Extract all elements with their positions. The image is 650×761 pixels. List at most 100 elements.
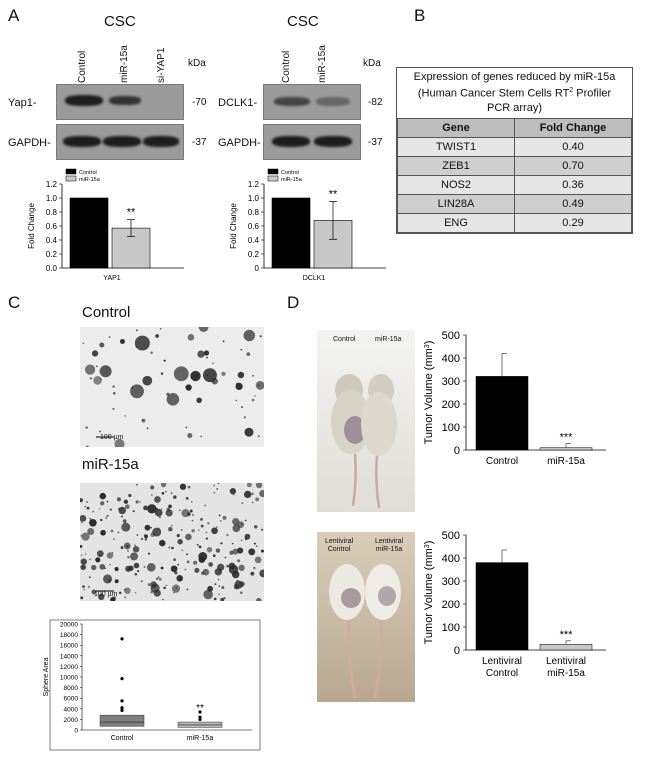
tumor-sphere (198, 545, 202, 549)
scale-bar-label: 100 µm (94, 591, 118, 598)
tumor-sphere (254, 395, 256, 397)
y-tick-label: 100 (442, 422, 460, 434)
fold-cell: 0.29 (514, 212, 632, 233)
tumor-sphere (255, 497, 260, 502)
bar-chart-tumor-volume: 0 100 200 300 400 500 Control *** miR-15a Tumor V… (423, 330, 606, 467)
tumor-sphere (257, 435, 260, 438)
tumor-sphere (93, 375, 102, 385)
bar-tumor (539, 447, 593, 451)
tumor-sphere (126, 545, 129, 548)
kda-marker: -37 (192, 137, 207, 148)
tumor-sphere (85, 426, 88, 429)
tumor-sphere (186, 588, 189, 591)
tumor-sphere (106, 500, 109, 503)
tumor-sphere (130, 384, 144, 399)
tumor-sphere (99, 563, 106, 570)
tumor-sphere (118, 591, 122, 595)
tumor-sphere (207, 522, 210, 525)
tumor-sphere (103, 574, 113, 584)
significance-label: *** (560, 629, 574, 641)
y-tick-label: 0.6 (248, 222, 260, 231)
tumor-sphere (158, 577, 162, 581)
caption-sup: 2 (569, 87, 574, 94)
tumor-sphere (108, 579, 112, 582)
tumor-sphere (98, 593, 105, 601)
tumor-sphere (243, 416, 246, 419)
superscript: 3 (424, 544, 431, 548)
tumor-sphere (248, 548, 256, 556)
tumor-sphere (86, 501, 88, 503)
tumor-sphere (229, 488, 237, 495)
tumor-sphere (218, 585, 221, 587)
tumor-sphere (213, 597, 217, 601)
photo-label-line: Lentiviral (325, 538, 354, 545)
blot-title-right: CSC (287, 13, 319, 30)
legend-label: miR-15a (79, 177, 101, 183)
y-tick-label: 200 (442, 399, 460, 411)
tumor-sphere (175, 587, 178, 589)
tumor-sphere (124, 415, 127, 417)
tumor-sphere (96, 365, 98, 368)
image-label-mir15a: miR-15a (82, 456, 139, 473)
tumor-sphere (255, 545, 258, 547)
tumor-sphere (162, 598, 164, 601)
chart-frame (49, 619, 261, 751)
tumor-sphere (80, 545, 83, 548)
tumor-sphere (117, 531, 120, 534)
tumor-sphere (241, 406, 243, 409)
tumor-sphere (200, 517, 203, 521)
tumor-sphere (213, 491, 216, 494)
y-tick-label: 0 (255, 264, 260, 273)
tumor-sphere (100, 501, 105, 506)
y-axis-label: Fold Change (229, 203, 238, 249)
tumor-sphere (99, 430, 102, 433)
photo-label-line: Lentiviral (375, 538, 404, 545)
y-axis-label: Tumor Volume (mm3) (423, 541, 435, 645)
tumor-sphere (179, 509, 181, 511)
tumor-sphere (156, 507, 158, 510)
tumor-sphere (244, 533, 251, 540)
tumor-sphere (141, 419, 144, 421)
tumor-sphere (185, 533, 192, 541)
tumor-sphere (100, 378, 102, 380)
lane-label: Control (77, 50, 88, 83)
tumor-sphere (173, 495, 177, 499)
scale-bar-label: 100 µm (100, 434, 124, 441)
table-caption: Expression of genes reduced by miR-15a (… (397, 68, 632, 118)
x-tick-label: Control (111, 735, 134, 742)
fold-cell: 0.70 (514, 155, 632, 176)
tumor-sphere (155, 577, 159, 580)
panel-letter-d: D (287, 293, 300, 312)
tumor-sphere (184, 568, 187, 571)
tumor-sphere (99, 342, 105, 348)
y-tick-label: 8000 (64, 685, 79, 692)
tumor-sphere (171, 546, 174, 550)
bar-tumor (539, 644, 593, 651)
tumor-sphere (223, 597, 226, 600)
tumor-sphere (154, 508, 163, 517)
tumor-sphere (221, 371, 226, 377)
tumor-sphere (190, 500, 193, 503)
tumor-sphere (206, 546, 213, 553)
tumor-sphere (253, 542, 256, 545)
tumor-sphere (251, 492, 254, 496)
tumor-sphere (200, 524, 204, 528)
y-tick-label: 10000 (60, 675, 78, 682)
tumor-sphere (157, 576, 160, 579)
tumor-sphere (216, 488, 219, 490)
tumor-sphere (202, 568, 210, 576)
tumor-sphere (143, 534, 146, 536)
tumor-sphere (166, 392, 170, 396)
tumor-sphere (110, 529, 114, 533)
tumor-sphere (100, 518, 103, 522)
tumor-sphere (231, 542, 234, 545)
tumor-sphere (147, 552, 151, 555)
panel-letter-a: A (8, 6, 20, 25)
tumor-sphere (233, 584, 240, 590)
tumor-sphere (217, 578, 220, 581)
tumor-sphere (194, 567, 200, 573)
blot-label-gapdh: GAPDH- (8, 137, 51, 149)
tumor-sphere (173, 366, 189, 382)
tumor-sphere (80, 515, 87, 522)
tumor-sphere (127, 569, 129, 571)
